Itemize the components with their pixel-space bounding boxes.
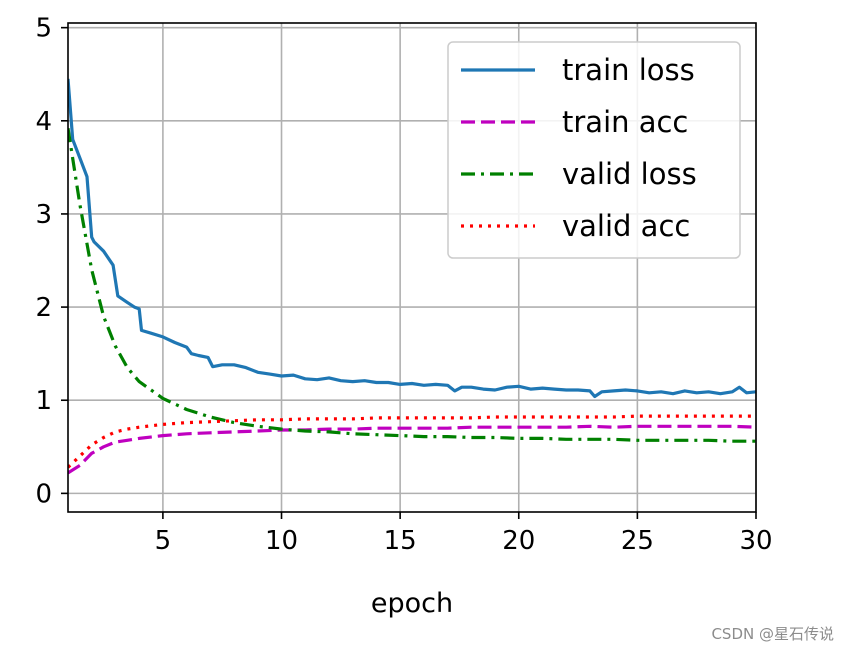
y-tick-label-5: 5: [35, 14, 52, 44]
legend-label-valid-acc: valid acc: [562, 209, 690, 243]
x-tick-label-20: 20: [502, 526, 535, 556]
x-tick-label-25: 25: [621, 526, 654, 556]
ticks: 5 10 15 20 25 30 0 1 2 3 4 5: [35, 14, 772, 556]
y-tick-label-0: 0: [35, 479, 52, 509]
x-tick-label-15: 15: [384, 526, 417, 556]
legend: train loss train acc valid loss valid acc: [447, 41, 741, 259]
watermark: CSDN @星石传说: [711, 625, 834, 643]
series-line-valid-loss: [68, 128, 756, 443]
x-tick-label-10: 10: [265, 526, 298, 556]
x-tick-label-5: 5: [155, 526, 172, 556]
series-layer: [68, 78, 756, 475]
x-axis-title: epoch: [371, 588, 453, 619]
plot-frame: [67, 22, 757, 513]
y-tick-label-2: 2: [35, 293, 52, 323]
series-line-train-acc: [68, 424, 756, 475]
legend-box: [447, 41, 741, 259]
legend-label-train-acc: train acc: [562, 105, 688, 139]
y-tick-label-1: 1: [35, 386, 52, 416]
legend-label-train-loss: train loss: [562, 53, 695, 87]
y-tick-label-3: 3: [35, 200, 52, 230]
series-line-train-loss: [68, 78, 756, 399]
x-tick-label-30: 30: [739, 526, 772, 556]
legend-label-valid-loss: valid loss: [562, 157, 697, 191]
y-tick-label-4: 4: [35, 107, 52, 137]
